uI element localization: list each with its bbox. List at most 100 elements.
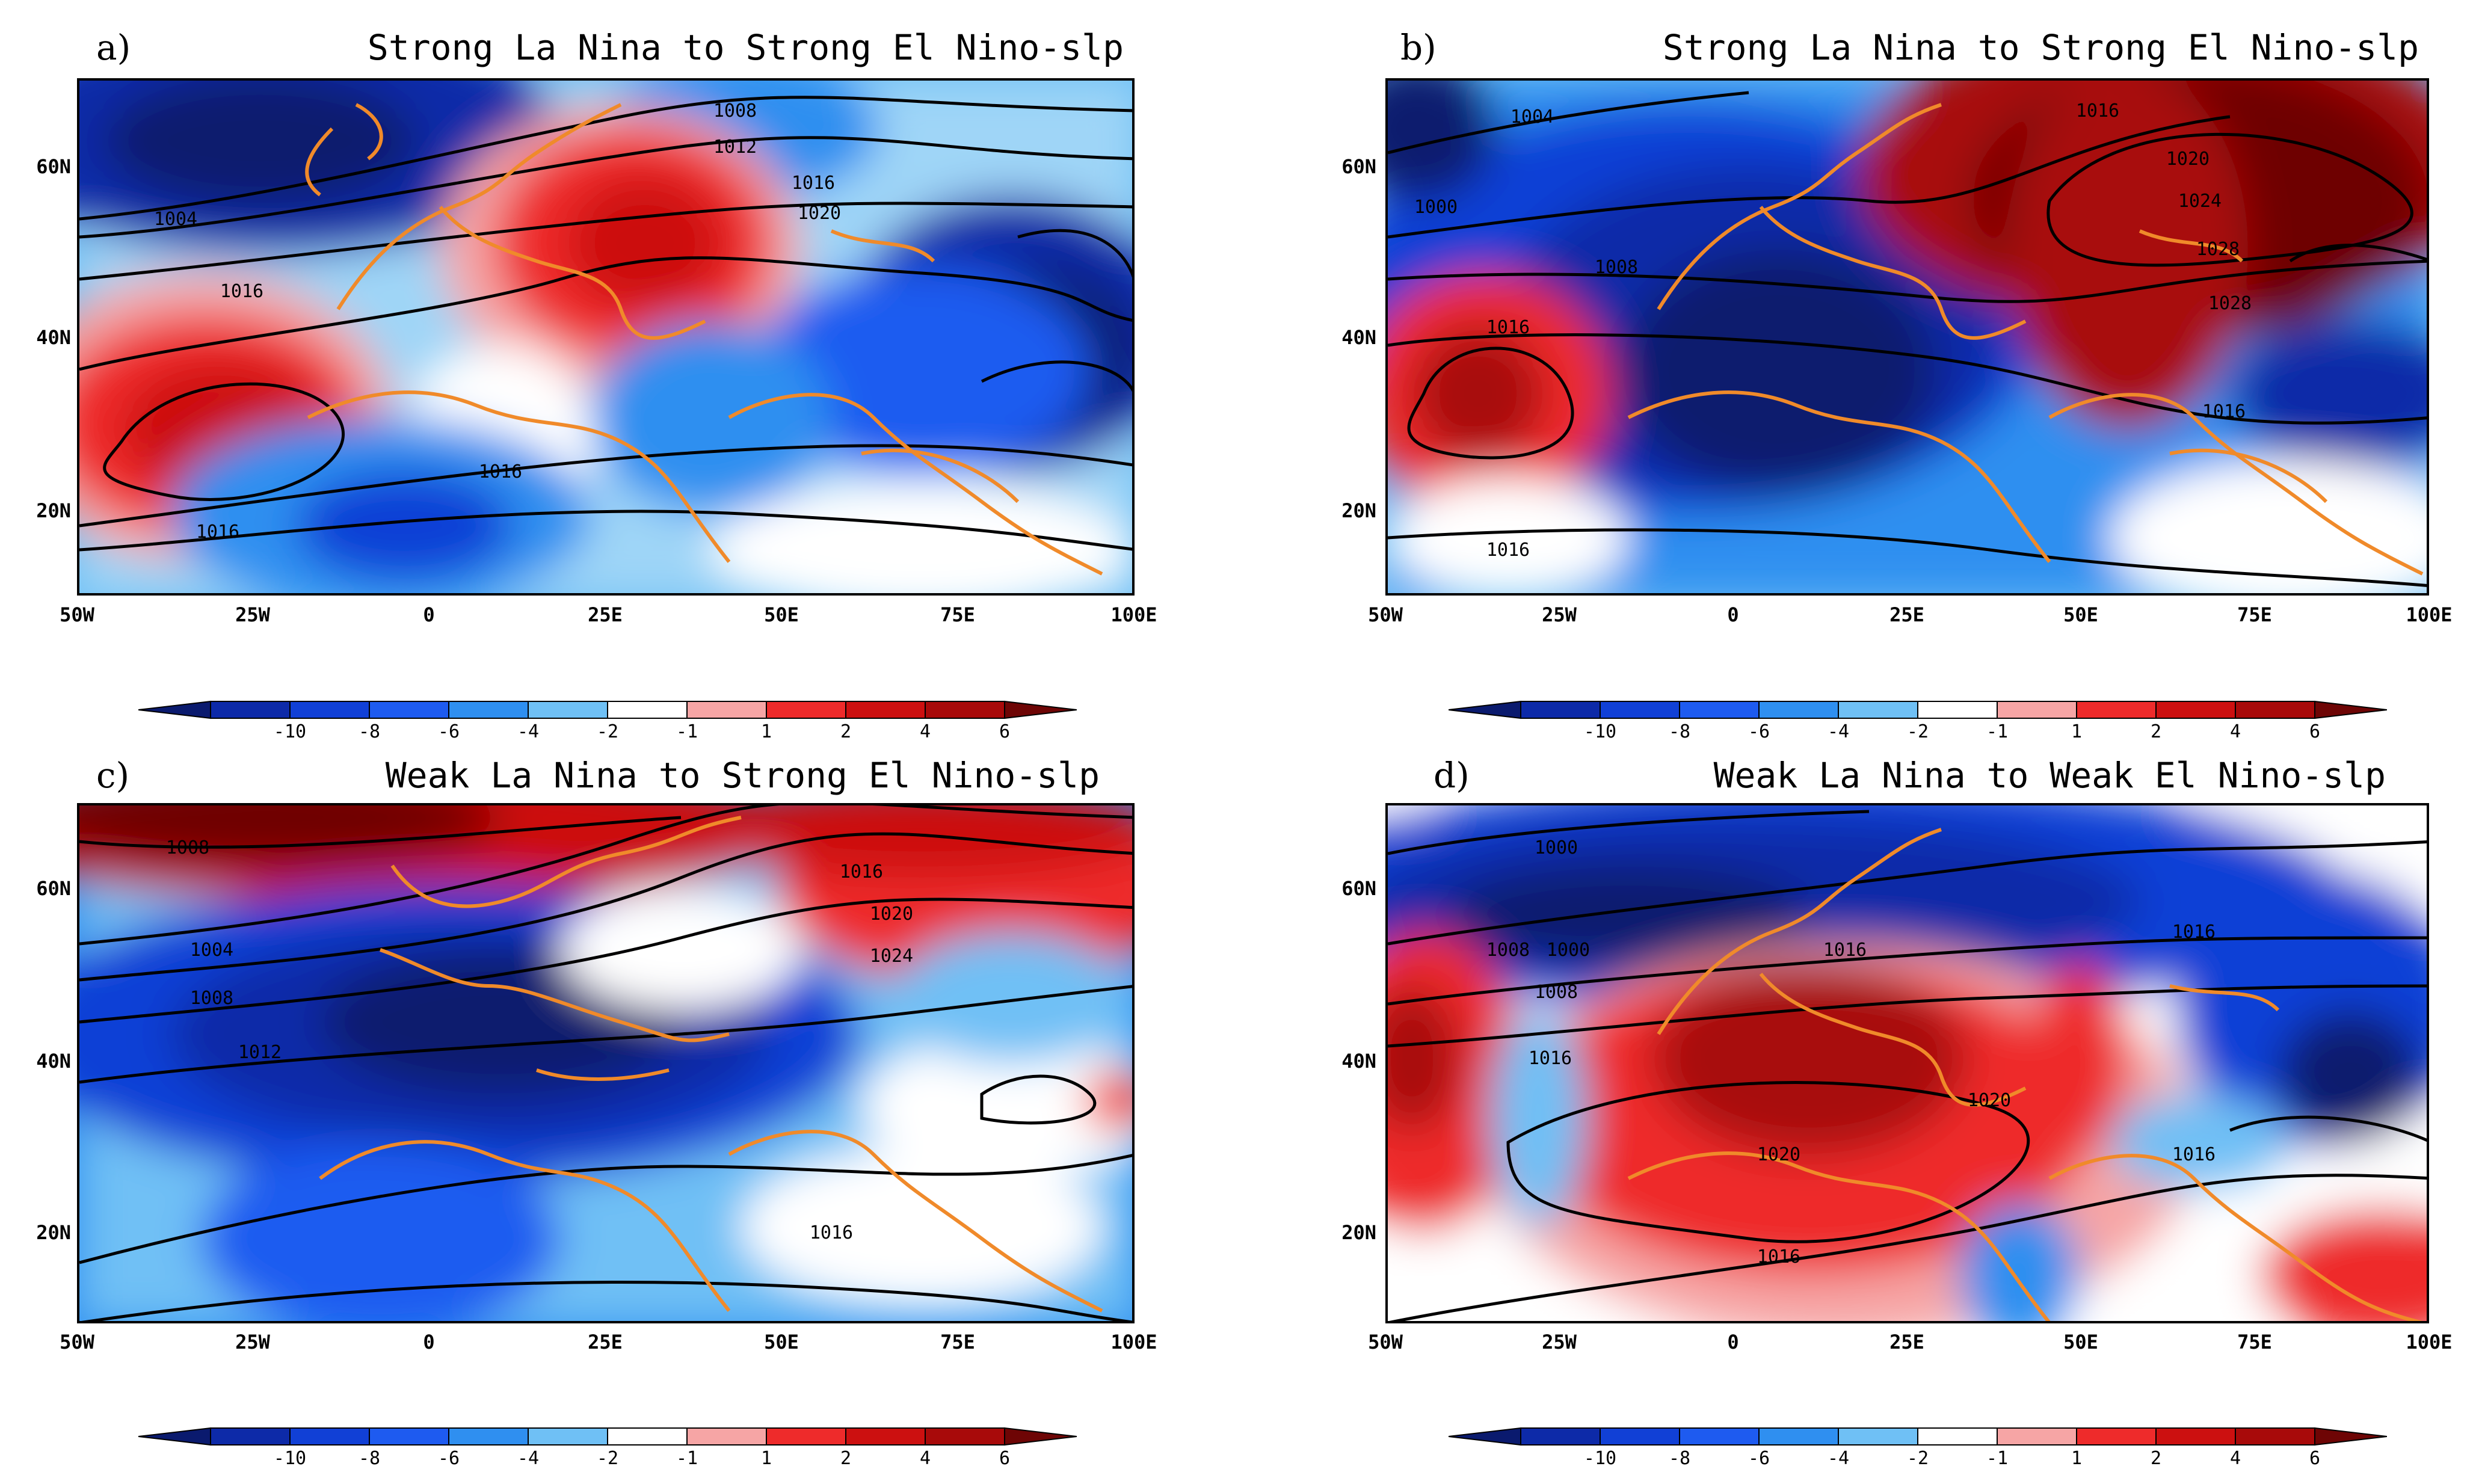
slp-anomaly-field: 1000 1008 1016 1016 1000 1008 1016 1020 1020 1016…	[1388, 805, 2427, 1321]
colorbar-label: -1	[1986, 1448, 2008, 1469]
map-c: 1008 1016 1020 1024 1004 1008 1012 1016	[77, 803, 1135, 1323]
isobars	[79, 805, 1132, 1321]
lon-tick-75e: 75E	[2237, 603, 2272, 626]
isobar-label: 1020	[870, 904, 913, 925]
colorbar-label: 4	[2230, 721, 2241, 742]
lon-tick-50e: 50E	[2063, 603, 2098, 626]
colorbar-label: 6	[999, 721, 1010, 742]
lat-tick-40n: 40N	[1341, 326, 1376, 349]
isobar-label: 1012	[238, 1042, 282, 1063]
slp-anomaly-field: 1008 1012 1016 1020 1004 1016 1016 1016	[79, 81, 1132, 593]
colorbar-label: -6	[438, 1448, 460, 1469]
colorbar-label: 4	[920, 721, 931, 742]
isobar-label: 1016	[2202, 401, 2246, 422]
isobar-label: 1016	[792, 173, 835, 194]
colorbar-label: -10	[274, 721, 306, 742]
isobars	[1388, 91, 2427, 587]
lon-tick-25w: 25W	[235, 1331, 270, 1353]
colorbar-swatch	[1838, 701, 1918, 719]
colorbar-swatch	[1004, 1427, 1077, 1446]
isobar-label: 1016	[2076, 100, 2119, 122]
isobar-label: 1000	[1535, 837, 1578, 858]
map-b: 1004 1016 1020 1024 1028 1028 1000 1008 1016 1016…	[1385, 78, 2429, 596]
lat-tick-20n: 20N	[1341, 499, 1376, 522]
panel-title: Weak La Nina to Strong El Nino-slp	[385, 755, 1100, 796]
panel-label: a)	[96, 27, 131, 68]
colorbar-swatch	[607, 1427, 688, 1446]
panel-title: Weak La Nina to Weak El Nino-slp	[1713, 755, 2386, 796]
isobar-label: 1016	[1486, 540, 1530, 561]
isobar-label: 1008	[190, 988, 233, 1009]
colorbar-label: -10	[274, 1448, 306, 1469]
panel-a: a) Strong La Nina to Strong El Nino-slp …	[0, 0, 1238, 742]
colorbar-swatch	[448, 1427, 529, 1446]
colorbar-label: -4	[1828, 1448, 1849, 1469]
colorbar-label: 2	[840, 721, 851, 742]
colorbar-label: 1	[761, 1448, 772, 1469]
colorbar-swatch	[2155, 1427, 2236, 1446]
lon-tick-0: 0	[1727, 603, 1739, 626]
isobar-label: 1016	[810, 1222, 853, 1243]
colorbar-swatch	[925, 701, 1005, 719]
colorbar-label: -1	[1986, 721, 2008, 742]
lon-tick-100e: 100E	[2406, 1331, 2453, 1353]
slp-anomaly-field: 1004 1016 1020 1024 1028 1028 1000 1008 1016 1016…	[1388, 81, 2427, 593]
isobar-label: 1016	[2172, 1144, 2216, 1165]
isobar-label: 1008	[1595, 257, 1638, 278]
colorbar-label: 2	[2151, 721, 2161, 742]
lon-tick-25w: 25W	[235, 603, 270, 626]
colorbar-swatch	[289, 701, 370, 719]
lat-tick-60n: 60N	[1341, 877, 1376, 900]
isobar-label: 1028	[2196, 239, 2240, 260]
lon-tick-75e: 75E	[2237, 1331, 2272, 1353]
colorbar-swatch	[528, 1427, 608, 1446]
colorbar-label: -4	[517, 1448, 539, 1469]
colorbar-label: -4	[1828, 721, 1849, 742]
lat-tick-20n: 20N	[36, 499, 71, 522]
colorbar: -10-8-6-4-2-112468	[138, 698, 1089, 746]
isobar-label: 1004	[1511, 106, 1554, 128]
colorbar-swatch	[138, 1427, 211, 1446]
isobar-label: 1020	[1968, 1090, 2011, 1111]
colorbar-swatch	[1448, 700, 1521, 719]
lon-tick-25e: 25E	[588, 603, 623, 626]
colorbar-label: 1	[2071, 721, 2082, 742]
isobar-label: 1004	[190, 940, 233, 961]
colorbar-swatch	[210, 1427, 291, 1446]
colorbar-swatch	[1679, 701, 1760, 719]
colorbar-label: -1	[676, 1448, 698, 1469]
isobar-label: 1016	[1823, 940, 1867, 961]
colorbar-label: -2	[597, 1448, 618, 1469]
colorbar-swatch	[1758, 1427, 1839, 1446]
isobars	[1388, 810, 2427, 1321]
panel-label: d)	[1434, 755, 1470, 796]
colorbar-swatch	[925, 1427, 1005, 1446]
lon-tick-25e: 25E	[1889, 1331, 1924, 1353]
colorbar-swatch	[210, 701, 291, 719]
colorbar-swatch	[2076, 1427, 2157, 1446]
lon-tick-50w: 50W	[1368, 603, 1403, 626]
isobar-label: 1020	[1757, 1144, 1800, 1165]
colorbar-label: -8	[359, 1448, 380, 1469]
lon-tick-50e: 50E	[764, 1331, 799, 1353]
lon-tick-100e: 100E	[2406, 603, 2453, 626]
colorbar-swatch	[686, 1427, 767, 1446]
lon-tick-25e: 25E	[588, 1331, 623, 1353]
lat-tick-60n: 60N	[36, 877, 71, 900]
colorbar-svg: -10-8-6-4-2-112468	[138, 700, 1089, 742]
panel-title: Strong La Nina to Strong El Nino-slp	[367, 27, 1124, 68]
colorbar-label: 6	[2309, 1448, 2320, 1469]
lon-tick-50e: 50E	[764, 603, 799, 626]
panel-d: d) Weak La Nina to Weak El Nino-slp 60N …	[1238, 722, 2476, 1484]
panel-label: b)	[1400, 27, 1437, 68]
isobar-label: 1016	[1486, 317, 1530, 338]
lat-tick-40n: 40N	[1341, 1050, 1376, 1073]
lon-tick-50e: 50E	[2063, 1331, 2098, 1353]
colorbar-swatch	[845, 1427, 926, 1446]
lon-tick-50w: 50W	[60, 603, 94, 626]
lat-tick-20n: 20N	[36, 1221, 71, 1244]
colorbar-label: -2	[1907, 1448, 1929, 1469]
colorbar-label: -6	[1748, 1448, 1770, 1469]
isobar-label: 1008	[166, 837, 209, 858]
colorbar-swatch	[607, 701, 688, 719]
